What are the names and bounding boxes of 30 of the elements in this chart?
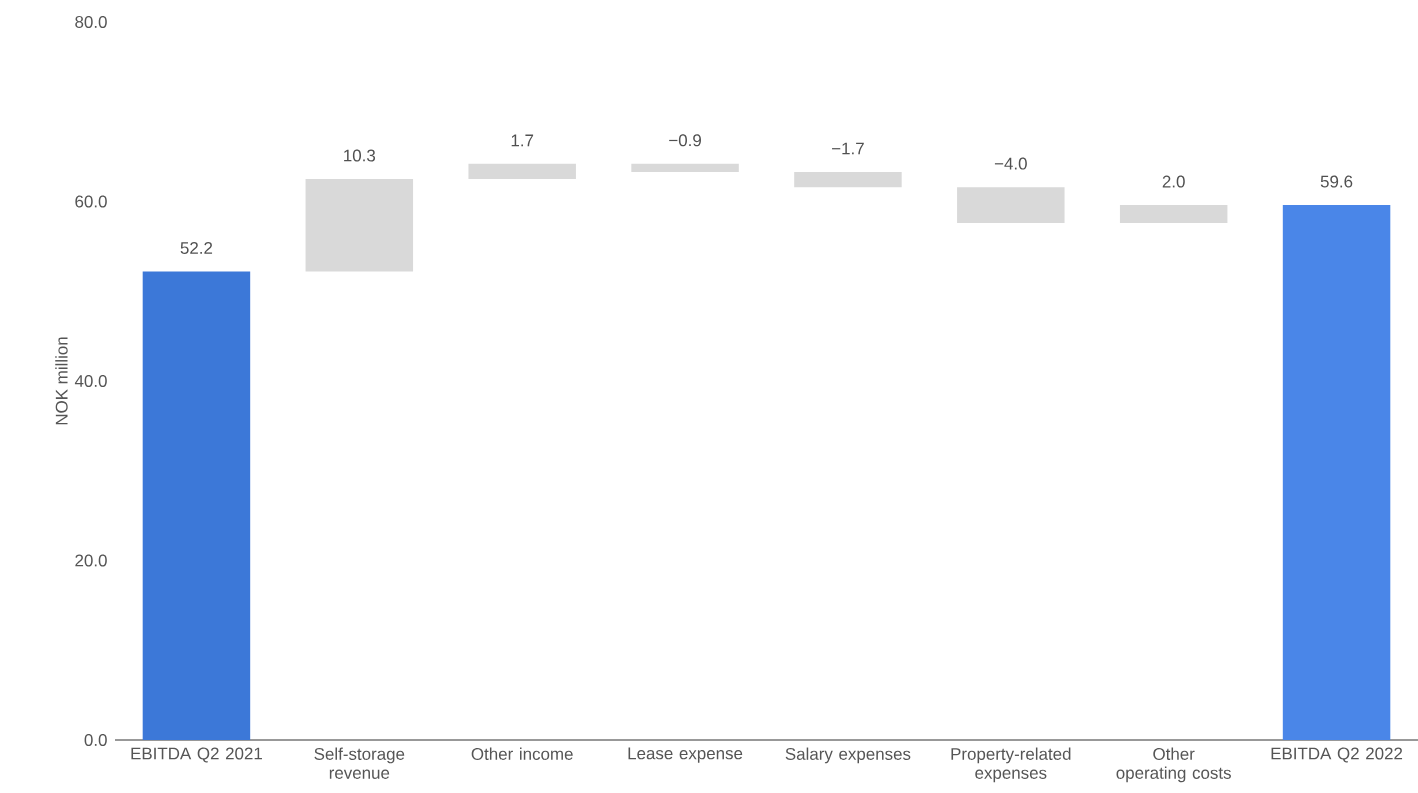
x-tick-label: Self-storage revenue bbox=[314, 747, 405, 779]
data-label: 59.6 bbox=[1320, 175, 1353, 188]
y-tick-label: 80.0 bbox=[75, 15, 107, 28]
y-tick-label: 60.0 bbox=[75, 195, 107, 208]
bar bbox=[957, 187, 1065, 224]
y-tick-label: 0.0 bbox=[84, 734, 107, 746]
x-tick-label: Lease expense bbox=[628, 747, 743, 763]
bar bbox=[1282, 205, 1391, 740]
y-tick-label: 20.0 bbox=[75, 554, 107, 567]
bar bbox=[305, 179, 414, 272]
bar bbox=[142, 271, 251, 740]
bar bbox=[631, 163, 739, 172]
x-tick-label: Other income bbox=[471, 747, 573, 760]
x-tick-label: EBITDA Q2 2021 bbox=[131, 747, 262, 763]
y-axis-title: NOK million bbox=[55, 337, 68, 425]
bar bbox=[1119, 205, 1228, 224]
data-label: 52.2 bbox=[180, 241, 213, 254]
bar bbox=[794, 171, 902, 188]
x-tick-label: EBITDA Q2 2022 bbox=[1271, 747, 1403, 763]
data-label: 10.3 bbox=[344, 149, 376, 162]
data-label: 1.7 bbox=[511, 134, 534, 147]
data-label: −4.0 bbox=[994, 157, 1027, 170]
data-label: −0.9 bbox=[669, 134, 701, 147]
data-label: −1.7 bbox=[832, 142, 864, 155]
x-tick-label: Property-related expenses bbox=[951, 747, 1071, 783]
x-tick-label: Other operating costs bbox=[1116, 747, 1231, 783]
x-tick-label: Salary expenses bbox=[785, 747, 911, 764]
bar bbox=[468, 163, 576, 180]
data-label: 2.0 bbox=[1162, 175, 1185, 188]
y-tick-label: 40.0 bbox=[74, 375, 107, 387]
